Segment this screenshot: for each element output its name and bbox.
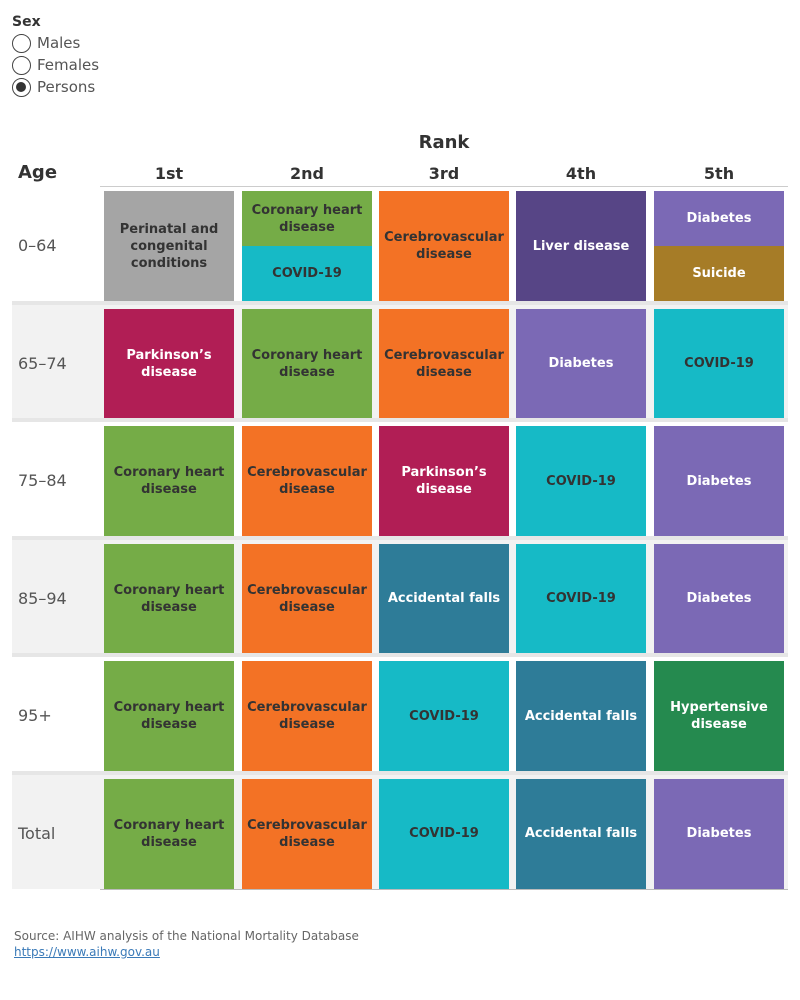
radio-label: Males — [37, 34, 81, 52]
cause-cell[interactable]: Parkinson’s disease — [379, 426, 509, 536]
radio-button[interactable] — [12, 77, 31, 97]
row-separator — [12, 770, 788, 775]
cause-cell[interactable]: Diabetes — [516, 308, 646, 419]
column-header-1st: 1st — [154, 164, 184, 183]
radio-option-males[interactable]: Males — [12, 32, 99, 54]
radio-list: Males Females Persons — [12, 32, 99, 98]
cause-cell[interactable]: Cerebrovascular disease — [242, 661, 372, 771]
age-header: Age — [18, 162, 58, 183]
column-header-4th: 4th — [565, 164, 597, 183]
cause-cell[interactable]: Diabetes — [654, 191, 784, 246]
cause-cell[interactable]: Liver disease — [516, 191, 646, 301]
radio-button[interactable] — [12, 55, 31, 75]
radio-label: Persons — [37, 78, 96, 96]
cause-cell[interactable]: Accidental falls — [379, 543, 509, 654]
row-separator — [12, 300, 788, 305]
age-label: Total — [18, 823, 56, 843]
age-label: 85–94 — [18, 588, 67, 608]
cause-cell[interactable]: Accidental falls — [516, 661, 646, 771]
radio-button[interactable] — [12, 33, 31, 53]
cause-cell[interactable]: Cerebrovascular disease — [242, 426, 372, 536]
cause-cell[interactable]: Parkinson’s disease — [104, 308, 234, 419]
column-header-5th: 5th — [703, 164, 735, 183]
row-separator — [12, 653, 788, 657]
cause-cell[interactable]: COVID-19 — [516, 543, 646, 654]
radio-label: Females — [37, 56, 100, 74]
source-link[interactable]: https://www.aihw.gov.au — [14, 945, 160, 959]
cause-cell[interactable]: COVID-19 — [516, 426, 646, 536]
column-header-2nd: 2nd — [290, 164, 324, 183]
column-header-3rd: 3rd — [428, 164, 460, 183]
header-divider — [100, 186, 788, 187]
cause-cell[interactable]: Coronary heart disease — [242, 308, 372, 419]
cause-cell[interactable]: Diabetes — [654, 543, 784, 654]
cause-cell[interactable]: Cerebrovascular disease — [242, 778, 372, 889]
sex-filter: Sex Males Females Persons — [12, 14, 99, 98]
cause-cell[interactable]: Accidental falls — [516, 778, 646, 889]
cause-cell[interactable]: Perinatal and congenital conditions — [104, 191, 234, 301]
age-label: 0–64 — [18, 236, 57, 255]
cause-cell[interactable]: Coronary heart disease — [104, 778, 234, 889]
row-separator — [12, 535, 788, 540]
cause-cell[interactable]: Diabetes — [654, 426, 784, 536]
cause-cell[interactable]: Hypertensive disease — [654, 661, 784, 771]
cause-cell[interactable]: Coronary heart disease — [104, 661, 234, 771]
cause-cell[interactable]: Cerebrovascular disease — [379, 191, 509, 301]
cause-cell[interactable]: Coronary heart disease — [104, 543, 234, 654]
age-label: 75–84 — [18, 471, 67, 490]
row-separator — [12, 418, 788, 422]
cause-cell[interactable]: Diabetes — [654, 778, 784, 889]
filter-title: Sex — [12, 14, 41, 30]
cause-cell[interactable]: COVID-19 — [654, 308, 784, 419]
cause-cell[interactable]: COVID-19 — [379, 661, 509, 771]
cause-cell[interactable]: Cerebrovascular disease — [379, 308, 509, 419]
age-label: 65–74 — [18, 353, 67, 373]
cause-cell[interactable]: Cerebrovascular disease — [242, 543, 372, 654]
source-text: Source: AIHW analysis of the National Mo… — [14, 929, 359, 943]
cause-cell[interactable]: Suicide — [654, 246, 784, 301]
rank-title: Rank — [418, 132, 470, 153]
age-label: 95+ — [18, 706, 52, 725]
radio-option-females[interactable]: Females — [12, 54, 99, 76]
cause-cell[interactable]: Coronary heart disease — [104, 426, 234, 536]
cause-cell[interactable]: COVID-19 — [379, 778, 509, 889]
radio-option-persons[interactable]: Persons — [12, 76, 99, 98]
cause-cell[interactable]: COVID-19 — [242, 246, 372, 301]
cause-cell[interactable]: Coronary heart disease — [242, 191, 372, 246]
bottom-divider — [100, 889, 788, 890]
